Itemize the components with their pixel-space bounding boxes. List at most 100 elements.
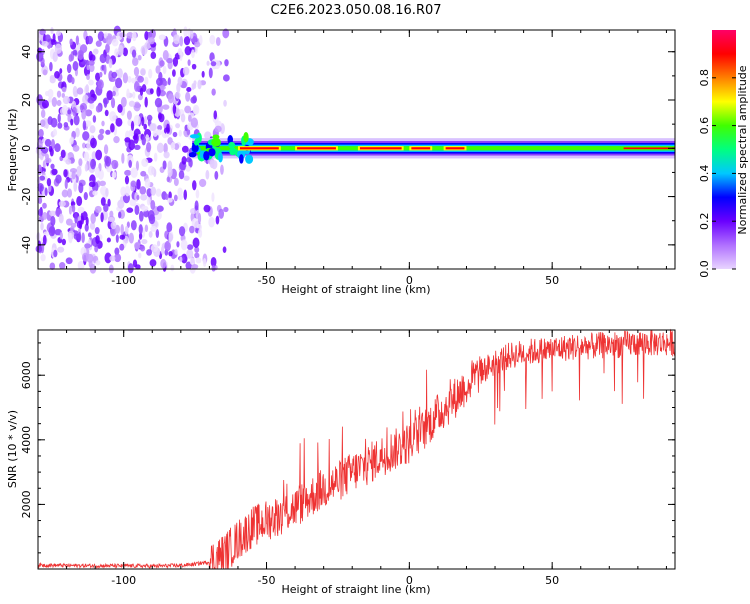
noise-speck — [135, 160, 140, 171]
noise-speck — [133, 114, 141, 126]
noise-speck — [173, 34, 181, 45]
noise-speck — [128, 128, 136, 137]
noise-speck — [150, 244, 159, 253]
noise-speck — [127, 263, 134, 274]
colorbar: 0.0 0.2 0.4 0.6 0.8 Normalized spectral ampl… — [698, 30, 749, 278]
noise-speck — [136, 178, 141, 190]
noise-speck — [138, 232, 143, 240]
noise-speck — [42, 69, 48, 76]
noise-speck — [131, 77, 136, 84]
noise-speck — [84, 120, 92, 127]
noise-speck — [156, 129, 162, 136]
noise-speck — [89, 102, 93, 108]
noise-speck — [202, 258, 207, 267]
noise-speck — [86, 35, 94, 45]
noise-speck — [76, 196, 83, 207]
noise-speck — [81, 232, 85, 244]
noise-speck — [69, 38, 73, 46]
ridge-blob — [188, 152, 197, 158]
noise-speck — [173, 177, 179, 187]
noise-speck — [149, 28, 156, 39]
noise-speck — [144, 30, 149, 41]
noise-speck — [162, 104, 170, 110]
noise-speck — [208, 216, 215, 228]
noise-speck — [65, 218, 73, 226]
colorbar-tick-label: 0.4 — [698, 165, 711, 183]
noise-speck — [126, 221, 130, 229]
noise-speck — [103, 203, 109, 212]
noise-speck — [144, 96, 148, 108]
noise-speck — [68, 205, 72, 215]
noise-speck — [88, 60, 95, 66]
noise-speck — [155, 65, 161, 74]
noise-speck — [197, 212, 202, 224]
ridge-core — [239, 147, 279, 150]
noise-speck — [191, 83, 195, 91]
noise-speck — [186, 249, 194, 259]
noise-speck — [194, 246, 200, 253]
snr-x-ticks: -100 -50 0 50 — [37, 330, 667, 587]
noise-speck — [140, 170, 147, 177]
noise-speck — [38, 128, 44, 138]
noise-speck — [42, 202, 47, 209]
noise-speck — [105, 35, 113, 46]
colorbar-label: Normalized spectral amplitude — [736, 65, 749, 234]
noise-speck — [100, 212, 104, 223]
noise-speck — [82, 120, 87, 131]
noise-speck — [156, 77, 163, 86]
noise-speck — [110, 123, 115, 133]
noise-speck — [164, 240, 171, 252]
noise-speck — [73, 180, 78, 192]
y-tick-label: -20 — [20, 188, 33, 206]
noise-speck — [156, 86, 161, 97]
noise-speck — [71, 170, 76, 180]
noise-speck — [199, 34, 203, 46]
noise-speck — [190, 96, 197, 104]
noise-speck — [126, 88, 130, 99]
noise-speck — [52, 129, 58, 136]
noise-speck — [146, 249, 153, 256]
noise-speck — [109, 255, 116, 262]
noise-speck — [150, 186, 157, 196]
noise-speck — [49, 262, 56, 270]
noise-speck — [128, 100, 136, 107]
noise-speck — [71, 204, 76, 213]
noise-speck — [77, 231, 82, 243]
noise-speck — [128, 232, 134, 244]
noise-speck — [180, 113, 186, 123]
ridge-blob — [211, 138, 222, 147]
noise-speck — [59, 68, 63, 74]
ridge-blob — [229, 147, 237, 156]
ridge-blob — [203, 150, 210, 161]
noise-speck — [64, 178, 68, 190]
x-tick-label: -50 — [258, 574, 276, 587]
noise-speck — [183, 26, 188, 38]
noise-speck — [46, 177, 52, 187]
noise-speck — [57, 246, 65, 253]
ridge-blob — [218, 152, 223, 163]
noise-speck — [175, 123, 181, 129]
noise-speck — [75, 127, 80, 138]
noise-speck — [168, 250, 173, 257]
noise-speck — [174, 91, 181, 99]
noise-speck — [57, 122, 63, 129]
noise-speck — [223, 206, 229, 213]
noise-speck — [219, 123, 225, 135]
noise-speck — [153, 152, 158, 162]
noise-speck — [141, 116, 145, 127]
noise-speck — [73, 233, 79, 240]
noise-speck — [209, 34, 216, 45]
ridge-core — [445, 147, 465, 150]
x-tick-label: -50 — [258, 274, 276, 287]
noise-speck — [187, 59, 191, 66]
noise-speck — [181, 156, 187, 165]
noise-speck — [176, 241, 180, 248]
ridge-core — [411, 147, 431, 150]
ridge-blob — [191, 143, 199, 153]
noise-speck — [148, 214, 156, 225]
noise-speck — [82, 142, 86, 149]
noise-speck — [144, 76, 149, 86]
noise-speck — [214, 125, 222, 133]
noise-speck — [184, 45, 192, 56]
noise-speck — [84, 223, 89, 232]
